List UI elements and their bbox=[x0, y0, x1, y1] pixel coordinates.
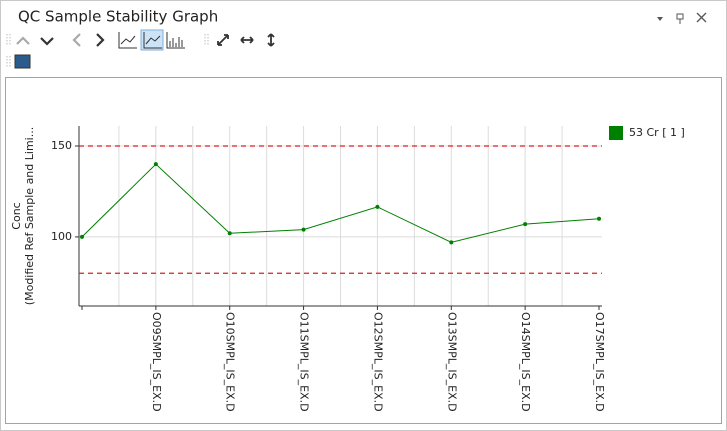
x-tick-label: O14SMPL_IS_EX.D bbox=[519, 312, 532, 412]
x-tick-label: O17SMPL_IS_EX.D bbox=[593, 312, 606, 412]
grip bbox=[6, 56, 11, 68]
down-button[interactable] bbox=[40, 37, 54, 46]
chart-button-2-active[interactable] bbox=[140, 29, 164, 51]
zoom-both-button[interactable] bbox=[217, 34, 229, 46]
legend-swatch bbox=[609, 126, 623, 140]
zoom-x-button[interactable] bbox=[240, 36, 254, 44]
up-button[interactable] bbox=[16, 36, 30, 45]
legend-label: 53 Cr [ 1 ] bbox=[629, 126, 685, 139]
y-axis-label: Conc bbox=[10, 202, 23, 229]
data-point bbox=[80, 234, 84, 239]
chart: 100 150 Conc (Modified Ref Sample and Limi.… bbox=[10, 126, 685, 412]
y-tick-label: 150 bbox=[51, 139, 72, 152]
y-axis-label: (Modified Ref Sample and Limi... bbox=[23, 127, 36, 305]
export-button[interactable] bbox=[14, 54, 31, 69]
data-point bbox=[449, 240, 454, 245]
series-line bbox=[81, 163, 600, 243]
x-tick-label: O12SMPL_IS_EX.D bbox=[371, 312, 384, 412]
close-button[interactable] bbox=[696, 12, 707, 23]
data-point bbox=[375, 204, 380, 209]
chart-button-2[interactable] bbox=[143, 32, 162, 49]
dropdown-button[interactable] bbox=[657, 17, 663, 21]
zoom-y-button[interactable] bbox=[267, 33, 275, 47]
plot-frame bbox=[5, 77, 722, 424]
pin-button[interactable] bbox=[676, 13, 684, 24]
x-tick-label: O11SMPL_IS_EX.D bbox=[298, 312, 311, 412]
data-point bbox=[523, 222, 528, 227]
x-tick-label: O13SMPL_IS_EX.D bbox=[445, 312, 458, 412]
next-button[interactable] bbox=[96, 33, 105, 47]
grip bbox=[204, 34, 209, 46]
data-point bbox=[597, 216, 601, 221]
y-tick-label: 100 bbox=[51, 230, 72, 243]
toolbar bbox=[6, 29, 275, 69]
data-point bbox=[153, 162, 158, 167]
chart-button-1[interactable] bbox=[118, 32, 137, 49]
window-controls[interactable] bbox=[657, 12, 707, 24]
chart-button-3[interactable] bbox=[166, 32, 185, 49]
x-tick-label: O10SMPL_IS_EX.D bbox=[224, 312, 237, 412]
data-point bbox=[301, 227, 306, 232]
x-tick-label: O09SMPL_IS_EX.D bbox=[150, 312, 163, 412]
data-point bbox=[227, 231, 232, 236]
panel-title: QC Sample Stability Graph bbox=[18, 8, 218, 26]
prev-button[interactable] bbox=[72, 33, 81, 47]
grip bbox=[6, 34, 11, 46]
